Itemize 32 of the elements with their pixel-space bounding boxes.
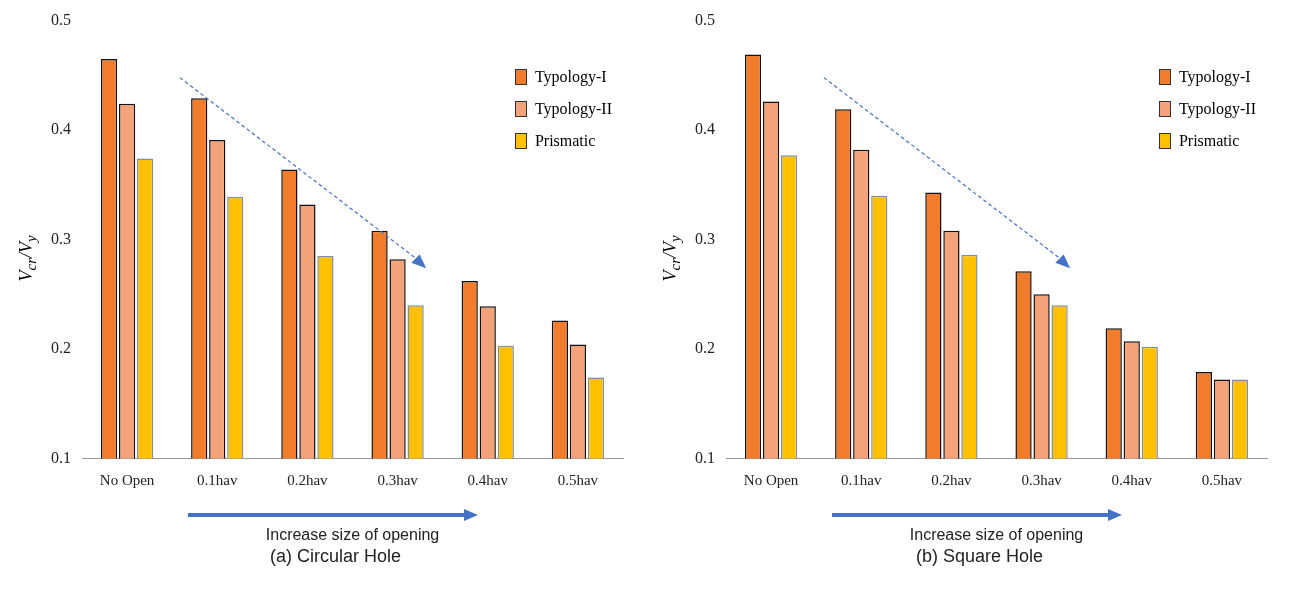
x-tick-label: 0.4hav	[1111, 472, 1153, 489]
x-tick-label: 0.1hav	[841, 472, 882, 489]
x-tick-label: 0.4hav	[467, 472, 509, 489]
x-tick-label: 0.3hav	[1021, 472, 1063, 489]
x-tick-label: 0.3hav	[377, 472, 419, 489]
legend-label: Typology-I	[534, 68, 607, 86]
y-tick-label: 0.2	[695, 339, 715, 357]
legend-label: Prismatic	[534, 132, 596, 150]
x-tick-label: 0.2hav	[287, 472, 329, 489]
x-tick-label: 0.2hav	[931, 472, 973, 489]
y-tick-label: 0.1	[695, 448, 715, 466]
legend-label: Prismatic	[1178, 132, 1240, 150]
legend-label: Typology-I	[1178, 68, 1251, 86]
text: (a) Circular Hole	[269, 546, 402, 567]
x-tick-label: 0.5hav	[557, 472, 599, 489]
y-tick-label: 0.4	[695, 120, 715, 138]
y-tick-label: 0.3	[51, 229, 71, 247]
text: Increase size of opening	[909, 526, 1084, 544]
x-tick-label: No Open	[99, 472, 155, 489]
y-tick-label: 0.1	[51, 448, 71, 466]
y-tick-label: 0.5	[695, 10, 715, 28]
y-tick-label: 0.4	[51, 120, 71, 138]
y-tick-label: 0.3	[695, 229, 715, 247]
y-tick-label: 0.5	[51, 10, 71, 28]
x-tick-label: 0.5hav	[1201, 472, 1243, 489]
x-tick-label: 0.1hav	[197, 472, 238, 489]
x-tick-label: No Open	[743, 472, 799, 489]
legend-label: Typology-II	[534, 100, 612, 118]
y-tick-label: 0.2	[51, 339, 71, 357]
text: (b) Square Hole	[915, 546, 1044, 567]
legend-label: Typology-II	[1178, 100, 1256, 118]
text: Increase size of opening	[265, 526, 440, 544]
